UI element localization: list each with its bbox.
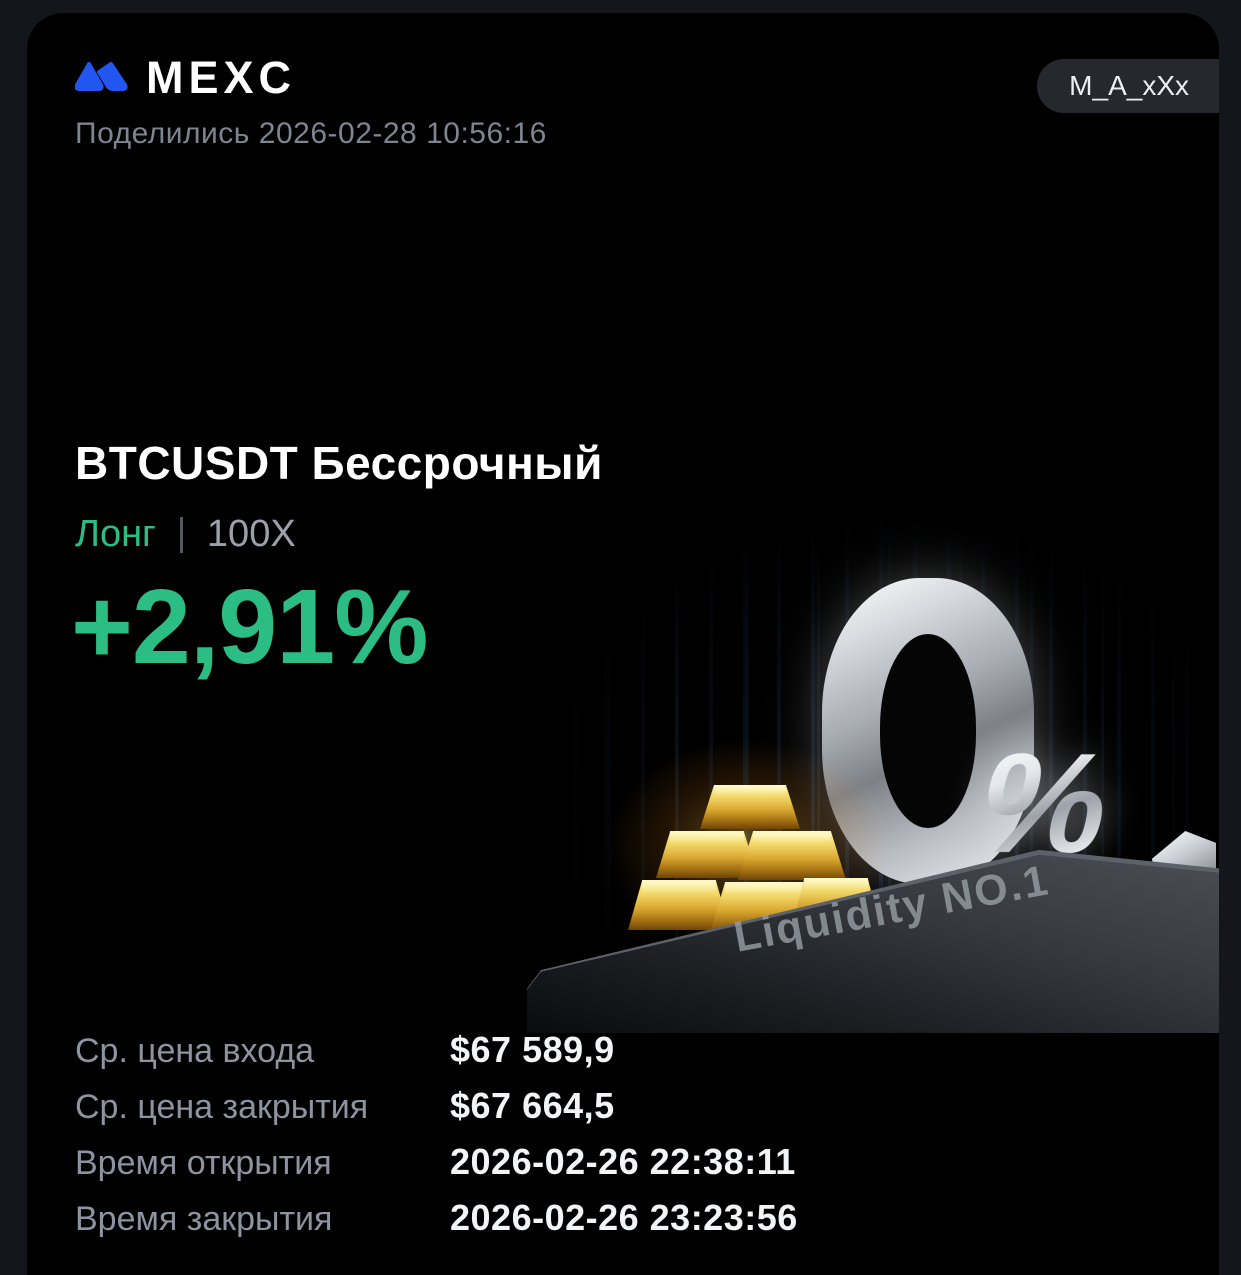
detail-value: $67 664,5 [450,1085,615,1126]
side-leverage-row: Лонг 100X [75,513,296,556]
gold-ingot [738,831,846,880]
gold-ingot [700,785,800,829]
detail-value: 2026-02-26 22:38:11 [450,1141,796,1182]
detail-row-close-price: Ср. цена закрытия $67 664,5 [75,1085,1075,1126]
zero-figure-hole [880,634,976,828]
mexc-logo-text: MEXC [146,52,297,103]
detail-row-entry-price: Ср. цена входа $67 589,9 [75,1029,1075,1070]
detail-label: Время закрытия [75,1200,333,1238]
detail-row-open-time: Время открытия 2026-02-26 22:38:11 [75,1141,1075,1182]
gold-bars [607,738,892,953]
divider [179,516,183,553]
share-timestamp: Поделились 2026-02-28 10:56:16 [75,117,547,151]
trade-share-card: MEXC Поделились 2026-02-28 10:56:16 M_A_… [27,13,1219,1275]
gold-ingot [656,831,758,878]
gold-ingot [628,880,730,930]
contract-type: Бессрочный [311,437,603,489]
mexc-logo-icon [75,61,128,91]
mexc-logo: MEXC [75,55,296,100]
pair-symbol: BTCUSDT [75,437,299,489]
zero-figure [822,578,1034,884]
promo-graphic: % Liquidity NO.1 [527,433,1219,1033]
username-badge: M_A_xXx [1037,59,1219,113]
detail-label: Ср. цена входа [75,1032,315,1070]
share-label: Поделились [75,117,250,150]
share-datetime: 2026-02-28 10:56:16 [258,117,547,150]
pair-title: BTCUSDT Бессрочный [75,436,603,490]
leverage-value: 100X [206,513,296,555]
position-details: Ср. цена входа $67 589,9 Ср. цена закрыт… [75,1029,1075,1253]
detail-value: $67 589,9 [450,1029,615,1070]
position-side: Лонг [75,513,156,555]
detail-row-close-time: Время закрытия 2026-02-26 23:23:56 [75,1197,1075,1238]
username-text: M_A_xXx [1069,70,1189,101]
detail-label: Ср. цена закрытия [75,1088,369,1126]
detail-value: 2026-02-26 23:23:56 [450,1197,798,1238]
pnl-percent: +2,91% [71,568,428,686]
detail-label: Время открытия [75,1144,332,1182]
